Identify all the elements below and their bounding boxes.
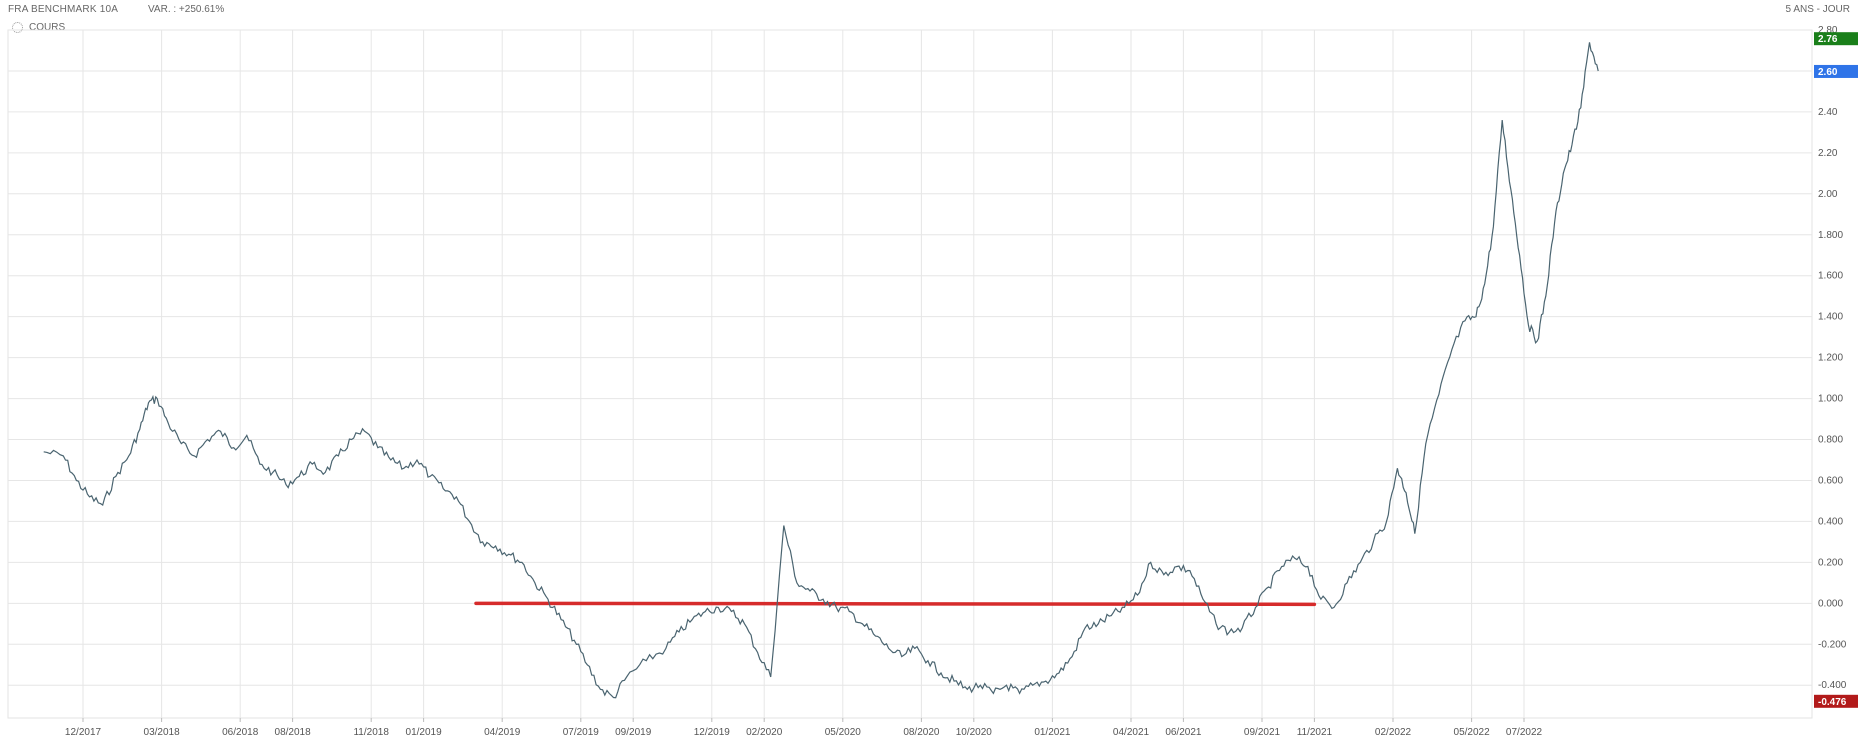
y-tick-label: 2.40 <box>1818 107 1838 118</box>
x-tick-label: 02/2020 <box>746 727 783 738</box>
x-tick-label: 10/2020 <box>956 727 993 738</box>
x-tick-label: 12/2017 <box>65 727 102 738</box>
y-tick-label: -0.400 <box>1818 680 1847 691</box>
legend-label: COURS <box>29 22 66 33</box>
x-tick-label: 09/2021 <box>1244 727 1281 738</box>
x-axis-ticks: 12/2017 03/2018 06/2018 08/2018 11/2018 01/20… <box>65 718 1543 738</box>
x-tick-label: 06/2021 <box>1165 727 1202 738</box>
x-tick-label: 02/2022 <box>1375 727 1412 738</box>
x-tick-label: 01/2019 <box>406 727 443 738</box>
x-tick-label: 11/2021 <box>1297 727 1333 738</box>
x-tick-label: 12/2019 <box>694 727 731 738</box>
x-tick-label: 03/2018 <box>144 727 181 738</box>
value-label-badge <box>1814 64 1858 78</box>
variation-label: VAR. : +250.61% <box>148 4 225 15</box>
settings-icon[interactable] <box>12 22 23 33</box>
x-tick-label: 08/2018 <box>275 727 312 738</box>
value-label-text: 2.60 <box>1818 67 1838 78</box>
y-tick-label: 0.800 <box>1818 435 1843 446</box>
y-tick-label: 1.200 <box>1818 353 1843 364</box>
value-label-text: -0.476 <box>1818 697 1847 708</box>
y-tick-label: 0.600 <box>1818 475 1843 486</box>
x-tick-label: 05/2022 <box>1454 727 1491 738</box>
x-tick-label: 11/2018 <box>353 727 389 738</box>
support-line <box>474 601 1317 607</box>
x-tick-label: 01/2021 <box>1034 727 1071 738</box>
x-tick-label: 06/2018 <box>222 727 259 738</box>
y-tick-label: 0.400 <box>1818 516 1843 527</box>
x-tick-label: 08/2020 <box>903 727 940 738</box>
plot-frame <box>7 29 1813 719</box>
price-series-line <box>43 42 1599 699</box>
chart-header: FRA BENCHMARK 10A VAR. : +250.61% 5 ANS … <box>0 0 1860 18</box>
y-tick-label: 2.00 <box>1818 189 1838 200</box>
chart-grid <box>7 29 1813 719</box>
x-tick-label: 04/2019 <box>484 727 521 738</box>
x-tick-label: 07/2019 <box>563 727 600 738</box>
x-tick-label: 09/2019 <box>615 727 652 738</box>
value-labels: 2.76 2.60 -0.476 <box>1814 32 1858 708</box>
y-tick-label: -0.200 <box>1818 639 1847 650</box>
value-label-badge <box>1814 694 1858 708</box>
y-tick-label: 2.20 <box>1818 148 1838 159</box>
y-tick-label: 1.800 <box>1818 230 1843 241</box>
y-tick-label: 0.200 <box>1818 557 1843 568</box>
period-selector[interactable]: 5 ANS - JOUR <box>1785 4 1850 15</box>
y-tick-label: 1.000 <box>1818 394 1843 405</box>
x-tick-label: 07/2022 <box>1506 727 1543 738</box>
series-legend[interactable]: COURS <box>12 22 65 33</box>
instrument-title: FRA BENCHMARK 10A <box>8 4 119 15</box>
y-tick-label: 1.400 <box>1818 312 1843 323</box>
value-label-text: 2.76 <box>1818 34 1838 45</box>
y-tick-label: 1.600 <box>1818 271 1843 282</box>
y-tick-label: 2.80 <box>1818 25 1838 36</box>
x-tick-label: 04/2021 <box>1113 727 1150 738</box>
x-tick-label: 05/2020 <box>825 727 862 738</box>
y-tick-label: 0.000 <box>1818 598 1843 609</box>
y-axis-ticks: 2.80 2.60 2.40 2.20 2.00 1.800 1.600 1.400 1.200… <box>1818 25 1847 691</box>
value-label-badge <box>1814 32 1858 46</box>
